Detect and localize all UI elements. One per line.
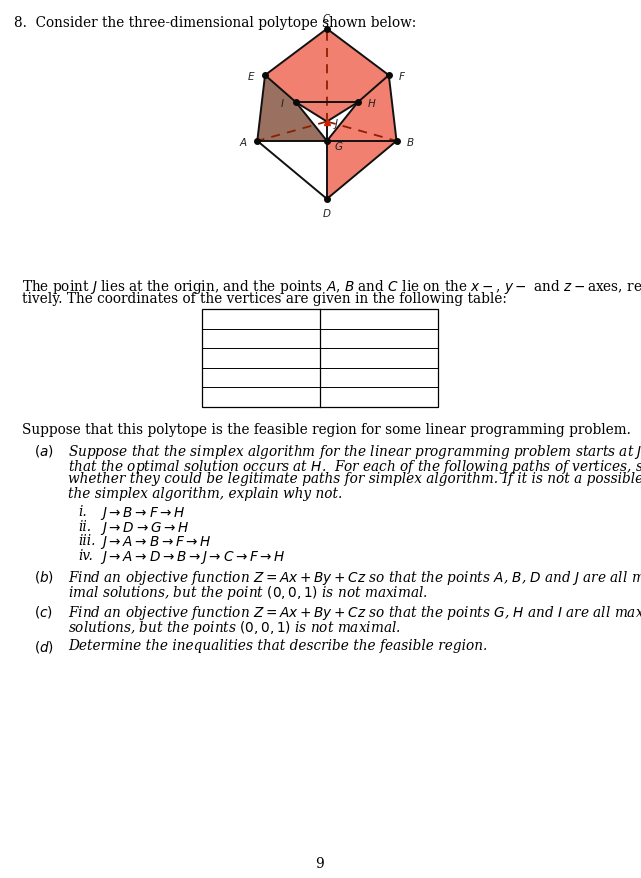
Text: $\it{J}$ (0, 0, 0): $\it{J}$ (0, 0, 0) (346, 388, 412, 407)
Text: $J \rightarrow A \rightarrow D \rightarrow B \rightarrow J \rightarrow C \righta: $J \rightarrow A \rightarrow D \rightarr… (100, 549, 286, 565)
Polygon shape (327, 141, 397, 199)
Text: Find an objective function $Z = Ax + By + Cz$ so that the points $G$, $H$ and $I: Find an objective function $Z = Ax + By … (68, 604, 641, 622)
Text: $\it{F}$: $\it{F}$ (398, 70, 406, 82)
Text: $\it{E}$: $\it{E}$ (247, 70, 256, 82)
Polygon shape (327, 76, 397, 141)
Text: i.: i. (78, 505, 87, 519)
Text: solutions, but the points $(0, 0, 1)$ is not maximal.: solutions, but the points $(0, 0, 1)$ is… (68, 618, 401, 637)
Text: $\it{D}$: $\it{D}$ (322, 207, 331, 220)
Polygon shape (265, 30, 389, 103)
Text: tively. The coordinates of the vertices are given in the following table:: tively. The coordinates of the vertices … (22, 292, 507, 306)
Text: $\it{D}$ (1, 1, 0): $\it{D}$ (1, 1, 0) (217, 369, 287, 386)
Text: $\it{A}$: $\it{A}$ (239, 136, 248, 148)
Text: Determine the inequalities that describe the feasible region.: Determine the inequalities that describe… (68, 639, 487, 652)
Text: the simplex algorithm, explain why not.: the simplex algorithm, explain why not. (68, 486, 342, 500)
Text: $\it{H}$: $\it{H}$ (367, 97, 376, 109)
Text: $\it{B}$ (0, 1, 0): $\it{B}$ (0, 1, 0) (217, 330, 286, 348)
Text: $J \rightarrow D \rightarrow G \rightarrow H$: $J \rightarrow D \rightarrow G \rightarr… (100, 520, 189, 536)
Text: Find an objective function $Z = Ax + By + Cz$ so that the points $A$, $B$, $D$ a: Find an objective function $Z = Ax + By … (68, 569, 641, 587)
Text: $\it{G}$ (1, 1, 0.5): $\it{G}$ (1, 1, 0.5) (338, 330, 420, 348)
Text: $\it{C}$ (0, 0, 1): $\it{C}$ (0, 0, 1) (217, 349, 286, 367)
Text: $\it{F}$ (0, 1, 1): $\it{F}$ (0, 1, 1) (345, 311, 413, 328)
Text: 8.  Consider the three-dimensional polytope shown below:: 8. Consider the three-dimensional polyto… (14, 16, 416, 30)
Text: $(a)$: $(a)$ (34, 443, 54, 459)
Text: 9: 9 (315, 856, 324, 870)
Polygon shape (296, 103, 358, 122)
Text: $\it{G}$: $\it{G}$ (334, 140, 344, 152)
Text: $J \rightarrow B \rightarrow F \rightarrow H$: $J \rightarrow B \rightarrow F \rightarr… (100, 505, 185, 522)
Text: $\it{I}$ (1, 0.5, 1): $\it{I}$ (1, 0.5, 1) (341, 369, 417, 386)
Text: $(c)$: $(c)$ (34, 604, 53, 620)
Text: iv.: iv. (78, 549, 93, 563)
Text: $\it{J}$: $\it{J}$ (333, 118, 340, 132)
Text: $\it{I}$: $\it{I}$ (280, 97, 285, 109)
Text: Suppose that this polytope is the feasible region for some linear programming pr: Suppose that this polytope is the feasib… (22, 423, 631, 437)
Text: imal solutions, but the point $(0, 0, 1)$ is not maximal.: imal solutions, but the point $(0, 0, 1)… (68, 583, 428, 601)
Text: that the optimal solution occurs at $H$.  For each of the following paths of ver: that the optimal solution occurs at $H$.… (68, 457, 641, 476)
Polygon shape (257, 76, 327, 141)
Text: $J \rightarrow A \rightarrow B \rightarrow F \rightarrow H$: $J \rightarrow A \rightarrow B \rightarr… (100, 534, 212, 551)
Text: $\it{C}$: $\it{C}$ (322, 12, 331, 24)
Text: iii.: iii. (78, 534, 96, 548)
Text: $\it{A}$ (1, 0, 0): $\it{A}$ (1, 0, 0) (217, 311, 286, 328)
Text: whether they could be legitimate paths for simplex algorithm. If it is not a pos: whether they could be legitimate paths f… (68, 472, 641, 486)
Text: $\it{B}$: $\it{B}$ (406, 136, 414, 148)
Bar (202, 310, 438, 407)
Text: ii.: ii. (78, 520, 91, 534)
Text: The point $J$ lies at the origin, and the points $A$, $B$ and $C$ lie on the $x-: The point $J$ lies at the origin, and th… (22, 277, 641, 296)
Text: $\it{E}$ (1, 0, 1): $\it{E}$ (1, 0, 1) (218, 388, 285, 407)
Text: Suppose that the simplex algorithm for the linear programming problem starts at : Suppose that the simplex algorithm for t… (68, 443, 641, 461)
Text: $(b)$: $(b)$ (34, 569, 54, 585)
Text: $(d)$: $(d)$ (34, 639, 54, 655)
Text: $\it{H}$ (0.5, 1, 1): $\it{H}$ (0.5, 1, 1) (338, 349, 420, 367)
